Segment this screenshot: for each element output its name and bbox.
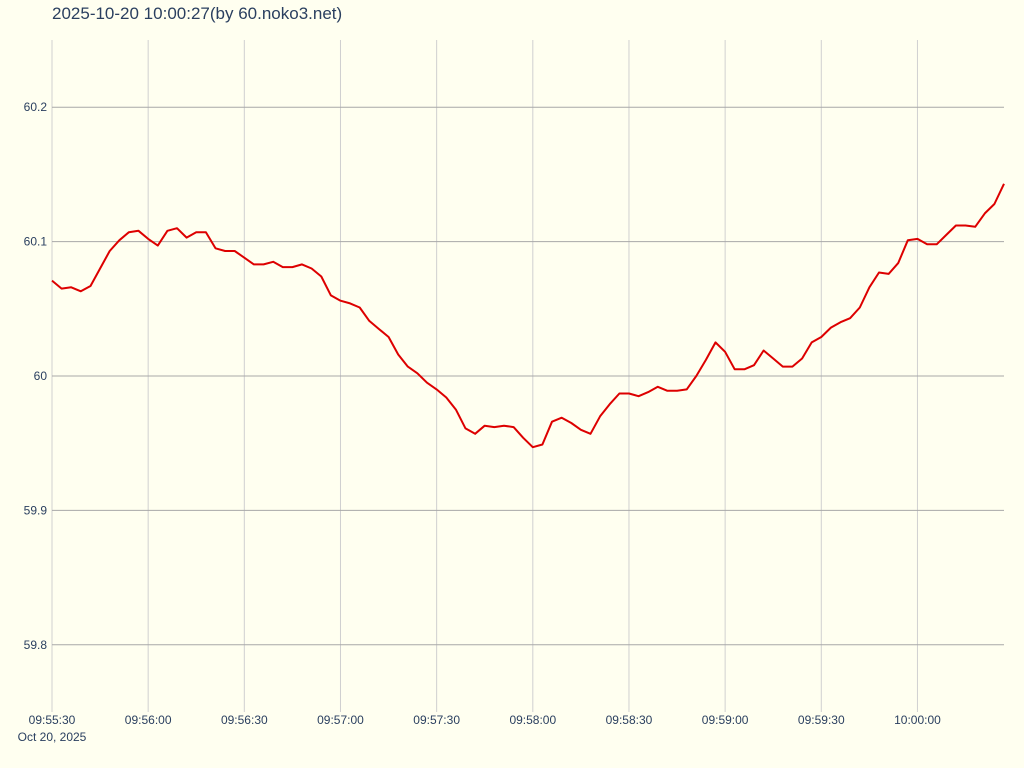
chart-title: 2025-10-20 10:00:27(by 60.noko3.net) xyxy=(52,4,343,23)
x-tick-label: 09:56:30 xyxy=(221,713,268,727)
y-tick-label: 59.8 xyxy=(24,638,48,652)
x-tick-label: 09:55:30 xyxy=(29,713,76,727)
y-tick-label: 59.9 xyxy=(24,503,48,517)
x-tick-label: 09:57:00 xyxy=(317,713,364,727)
x-tick-label: 10:00:00 xyxy=(894,713,941,727)
x-tick-label: 09:57:30 xyxy=(413,713,460,727)
x-tick-label: 09:56:00 xyxy=(125,713,172,727)
y-tick-label: 60 xyxy=(34,369,48,383)
y-tick-label: 60.1 xyxy=(24,235,48,249)
grid xyxy=(51,40,1004,712)
series-line xyxy=(51,183,1005,449)
x-tick-label: 09:58:30 xyxy=(606,713,653,727)
x-tick-label: 09:59:30 xyxy=(798,713,845,727)
tick-labels: 09:55:30 09:56:00 09:56:30 09:57:00 09:57:30… xyxy=(18,100,941,744)
x-tick-label: 09:58:00 xyxy=(509,713,556,727)
y-tick-label: 60.2 xyxy=(24,100,48,114)
x-date-label: Oct 20, 2025 xyxy=(18,730,87,744)
x-tick-label: 09:59:00 xyxy=(702,713,749,727)
